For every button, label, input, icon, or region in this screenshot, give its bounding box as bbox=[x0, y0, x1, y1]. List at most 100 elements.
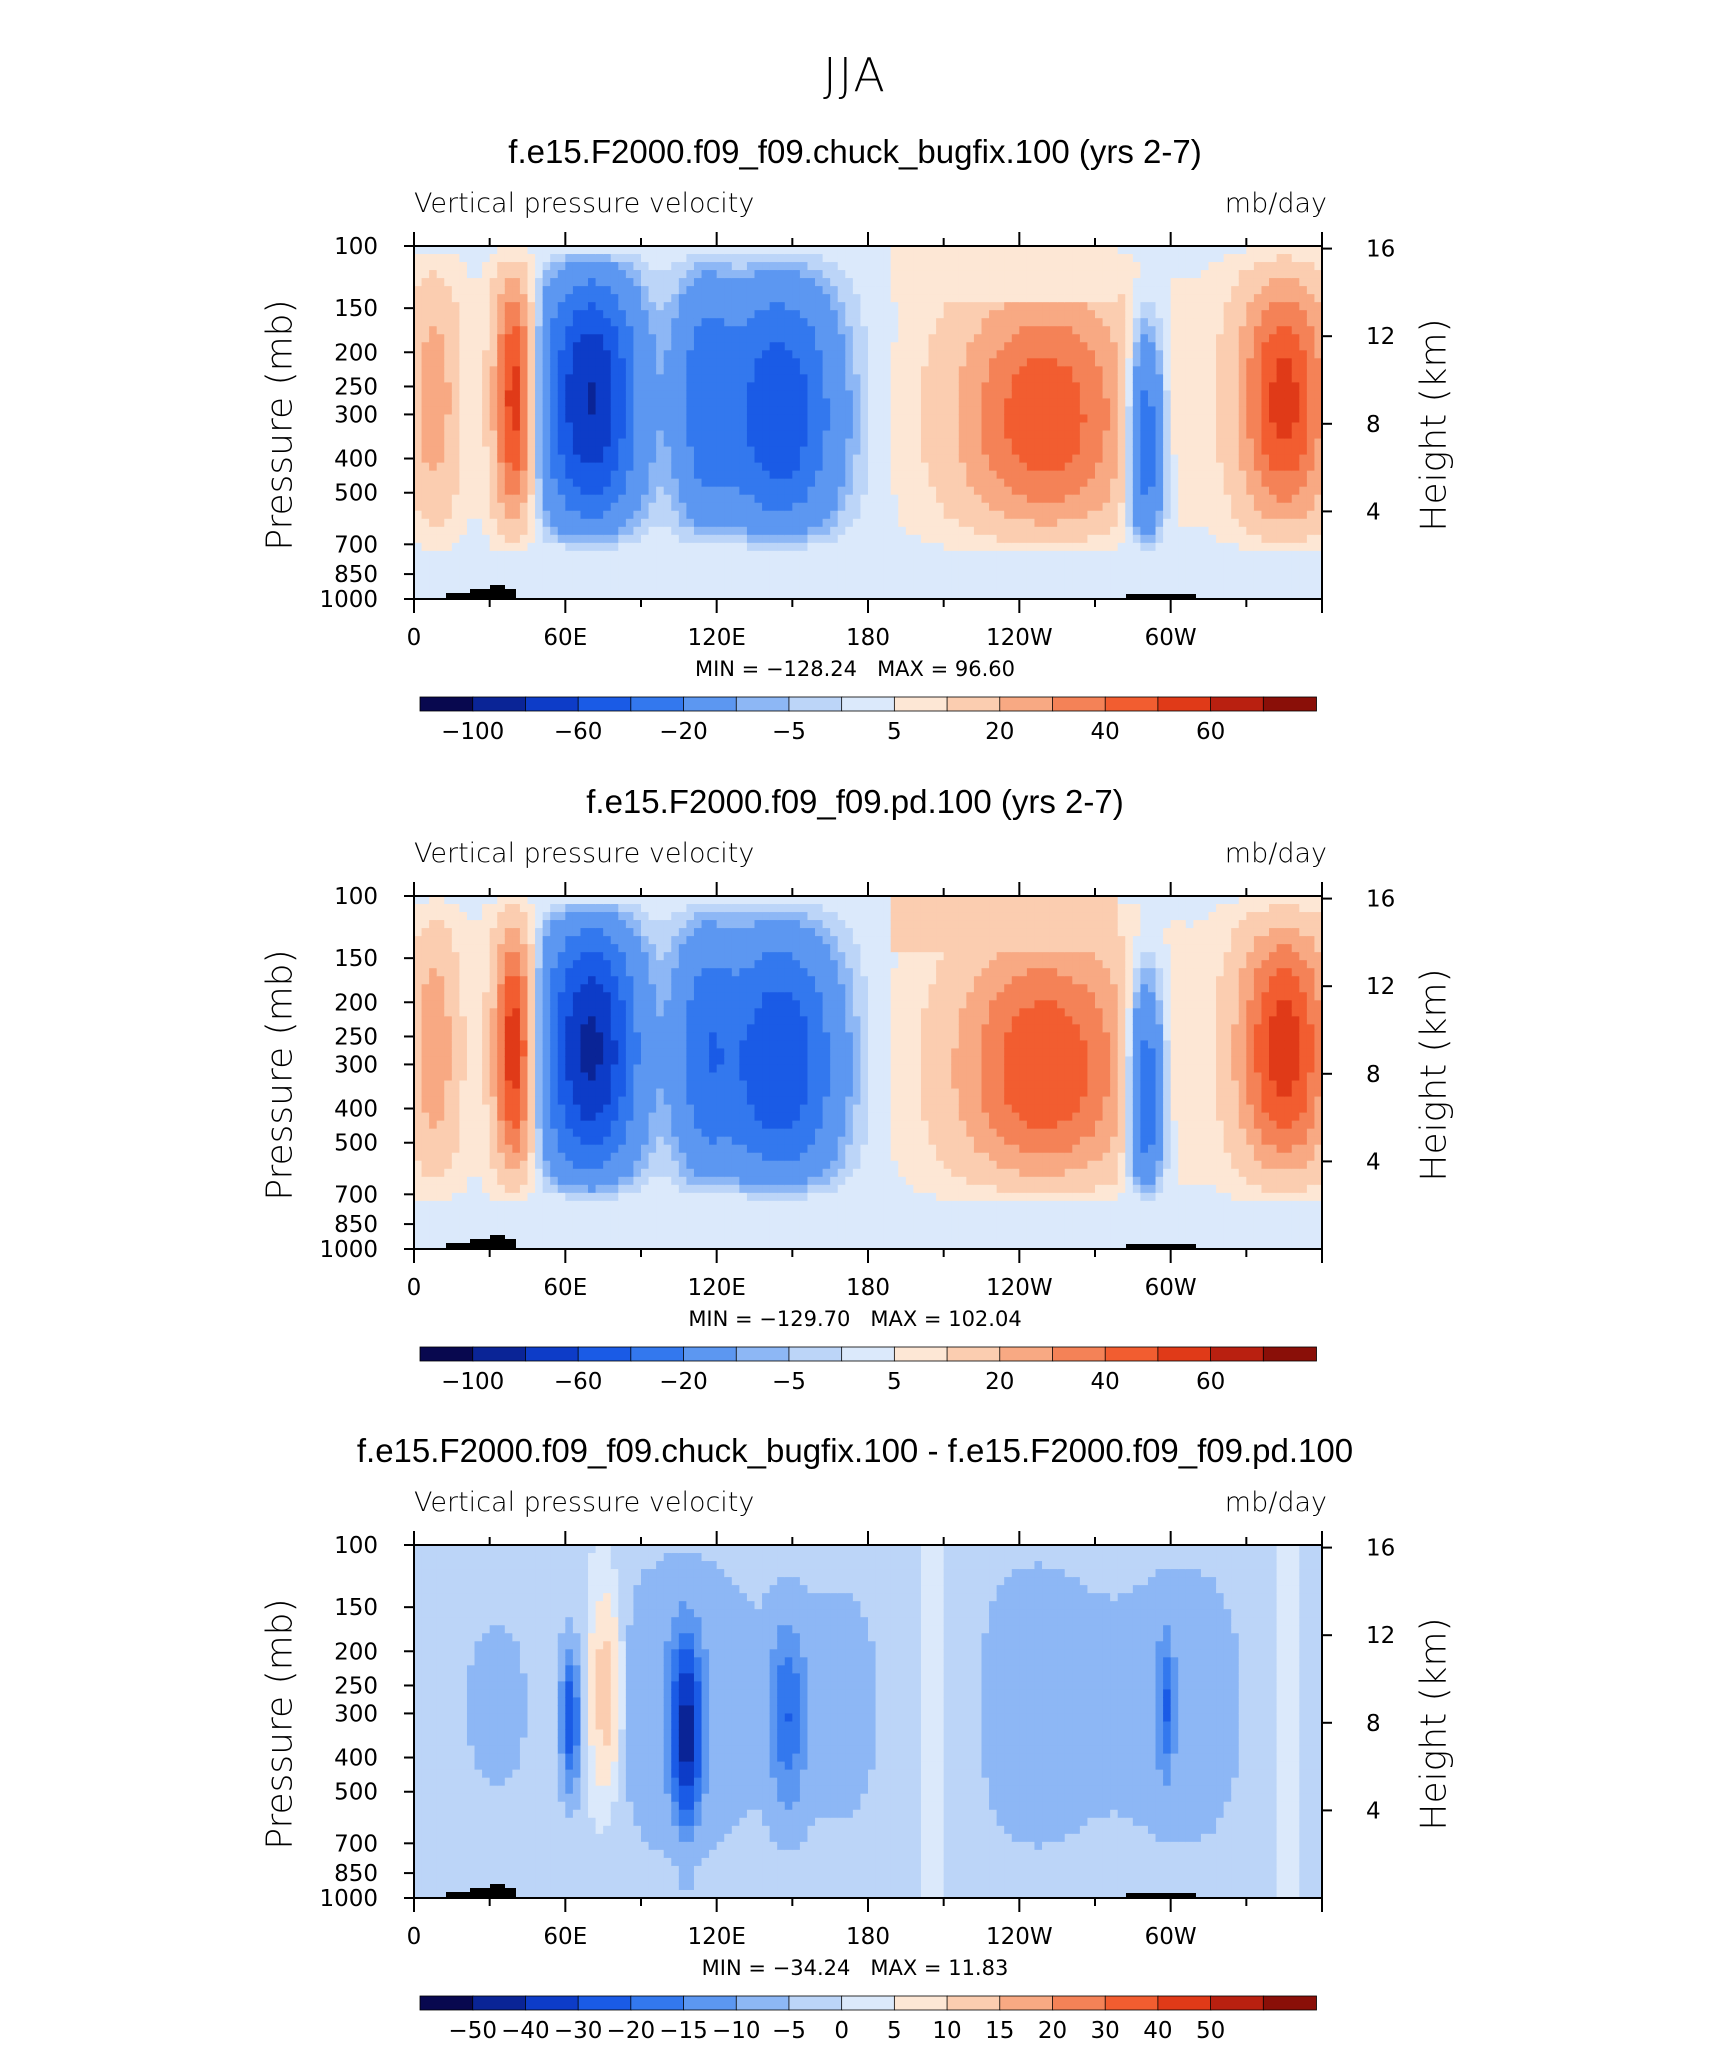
heatmap-cell bbox=[920, 470, 930, 480]
heatmap-cell bbox=[807, 446, 816, 456]
heatmap-cell bbox=[724, 302, 733, 311]
heatmap-cell bbox=[482, 342, 491, 351]
heatmap-cell bbox=[1140, 454, 1149, 464]
heatmap-cell bbox=[610, 254, 619, 263]
heatmap-cell bbox=[1034, 470, 1043, 480]
heatmap-cell bbox=[951, 374, 960, 383]
heatmap-cell bbox=[920, 574, 930, 584]
heatmap-cell bbox=[1087, 414, 1096, 424]
heatmap-cell bbox=[1178, 582, 1187, 592]
heatmap-cell bbox=[1155, 342, 1164, 351]
heatmap-cell bbox=[1155, 446, 1164, 456]
heatmap-cell bbox=[663, 254, 672, 263]
heatmap-cell bbox=[482, 350, 491, 359]
heatmap-cell bbox=[1004, 262, 1013, 271]
heatmap-cell bbox=[822, 302, 831, 311]
heatmap-cell bbox=[996, 254, 1005, 263]
heatmap-cell bbox=[610, 374, 619, 383]
heatmap-cell bbox=[701, 470, 710, 480]
heatmap-cell bbox=[656, 270, 665, 279]
heatmap-cell bbox=[860, 510, 869, 520]
heatmap-cell bbox=[1087, 390, 1096, 400]
heatmap-cell bbox=[512, 438, 521, 448]
heatmap-cell bbox=[451, 358, 460, 367]
heatmap-cell bbox=[1132, 366, 1141, 375]
heatmap-cell bbox=[459, 526, 468, 536]
heatmap-cell bbox=[572, 438, 582, 448]
heatmap-cell bbox=[1034, 310, 1043, 319]
heatmap-cell bbox=[504, 270, 513, 279]
heatmap-cell bbox=[845, 510, 854, 520]
heatmap-cell bbox=[1095, 254, 1104, 263]
heatmap-cell bbox=[1049, 478, 1058, 488]
heatmap-cell bbox=[1019, 534, 1028, 544]
heatmap-cell bbox=[1095, 422, 1104, 432]
heatmap-cell bbox=[595, 550, 604, 560]
heatmap-cell bbox=[625, 358, 635, 367]
heatmap-cell bbox=[444, 542, 453, 552]
heatmap-cell bbox=[1102, 566, 1111, 576]
heatmap-cell bbox=[1238, 454, 1247, 464]
heatmap-cell bbox=[550, 334, 559, 343]
heatmap-cell bbox=[580, 382, 589, 392]
heatmap-cell bbox=[451, 246, 460, 255]
heatmap-cell bbox=[512, 390, 521, 400]
heatmap-cell bbox=[769, 286, 778, 295]
heatmap-cell bbox=[1095, 558, 1104, 568]
heatmap-cell bbox=[1216, 318, 1225, 327]
heatmap-cell bbox=[792, 494, 801, 504]
heatmap-cell bbox=[1049, 430, 1058, 440]
heatmap-cell bbox=[542, 254, 551, 263]
heatmap-cell bbox=[913, 350, 922, 359]
heatmap-cell bbox=[504, 326, 513, 335]
heatmap-cell bbox=[1147, 534, 1157, 544]
heatmap-cell bbox=[973, 398, 983, 408]
heatmap-cell bbox=[588, 414, 597, 424]
heatmap-cell bbox=[1170, 398, 1179, 408]
heatmap-cell bbox=[1049, 438, 1058, 448]
heatmap-cell bbox=[1193, 470, 1202, 480]
heatmap-cell bbox=[1216, 486, 1225, 496]
heatmap-cell bbox=[671, 566, 680, 576]
heatmap-cell bbox=[1216, 302, 1225, 311]
heatmap-cell bbox=[981, 270, 990, 279]
heatmap-cell bbox=[837, 542, 846, 552]
heatmap-cell bbox=[1208, 334, 1217, 343]
heatmap-cell bbox=[837, 502, 846, 512]
heatmap-cell bbox=[1087, 510, 1096, 520]
heatmap-cell bbox=[852, 414, 862, 424]
heatmap-cell bbox=[868, 270, 877, 279]
heatmap-cell bbox=[958, 270, 967, 279]
heatmap-cell bbox=[693, 542, 703, 552]
heatmap-cell bbox=[890, 566, 899, 576]
heatmap-cell bbox=[1246, 582, 1255, 592]
heatmap-cell bbox=[724, 438, 733, 448]
heatmap-cell bbox=[1125, 390, 1134, 400]
heatmap-cell bbox=[951, 358, 960, 367]
panel-1: f.e15.F2000.f09_f09.chuck_bugfix.100 (yr… bbox=[0, 133, 1710, 773]
heatmap-cell bbox=[860, 470, 869, 480]
heatmap-cell bbox=[822, 246, 831, 255]
heatmap-cell bbox=[1200, 486, 1210, 496]
heatmap-cell bbox=[1140, 470, 1149, 480]
heatmap-cell bbox=[1004, 246, 1013, 255]
heatmap-cell bbox=[1064, 406, 1073, 416]
heatmap-cell bbox=[588, 262, 597, 271]
heatmap-cell bbox=[913, 486, 922, 496]
heatmap-cell bbox=[1193, 438, 1202, 448]
heatmap-cell bbox=[1004, 302, 1013, 311]
heatmap-cell bbox=[792, 326, 801, 335]
heatmap-cell bbox=[807, 254, 816, 263]
heatmap-cell bbox=[414, 574, 423, 584]
heatmap-cell bbox=[588, 382, 597, 392]
heatmap-cell bbox=[754, 270, 763, 279]
heatmap-cell bbox=[693, 374, 703, 383]
heatmap-cell bbox=[693, 510, 703, 520]
heatmap-cell bbox=[466, 430, 476, 440]
heatmap-cell bbox=[580, 278, 589, 287]
heatmap-cell bbox=[641, 334, 650, 343]
heatmap-cell bbox=[981, 478, 990, 488]
heatmap-cell bbox=[641, 262, 650, 271]
heatmap-cell bbox=[678, 486, 687, 496]
heatmap-cell bbox=[996, 462, 1005, 472]
